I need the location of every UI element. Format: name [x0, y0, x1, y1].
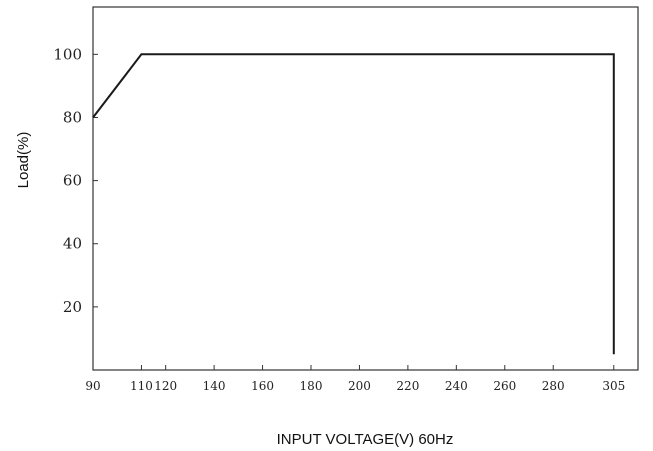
x-tick-label: 140 — [203, 379, 226, 393]
plot-frame — [92, 6, 639, 371]
x-tick-label: 180 — [300, 379, 323, 393]
y-axis-title: Load(%) — [15, 132, 32, 189]
x-axis-ticks: 90 110 120 140 160 180 200 220 240 260 280 305 — [85, 365, 625, 393]
series-layer — [92, 53, 615, 355]
x-tick-label: 260 — [493, 379, 516, 393]
load-derating-line — [92, 53, 615, 355]
x-tick-label: 200 — [348, 379, 371, 393]
y-tick-label: 80 — [63, 108, 82, 126]
y-axis-ticks: 20 40 60 80 100 — [53, 45, 98, 316]
x-tick-label: 305 — [602, 379, 625, 393]
y-tick-label: 40 — [63, 235, 82, 253]
y-tick-label: 100 — [53, 45, 82, 63]
x-tick-label: 90 — [85, 379, 100, 393]
y-tick-label: 20 — [63, 298, 82, 316]
x-tick-label: 110 — [130, 379, 153, 393]
y-tick-label: 60 — [63, 172, 82, 190]
x-tick-label: 160 — [251, 379, 274, 393]
x-tick-label: 120 — [154, 379, 177, 393]
x-tick-label: 220 — [396, 379, 419, 393]
x-tick-label: 240 — [445, 379, 468, 393]
x-axis-title: INPUT VOLTAGE(V) 60Hz — [277, 431, 454, 448]
x-tick-label: 280 — [542, 379, 565, 393]
